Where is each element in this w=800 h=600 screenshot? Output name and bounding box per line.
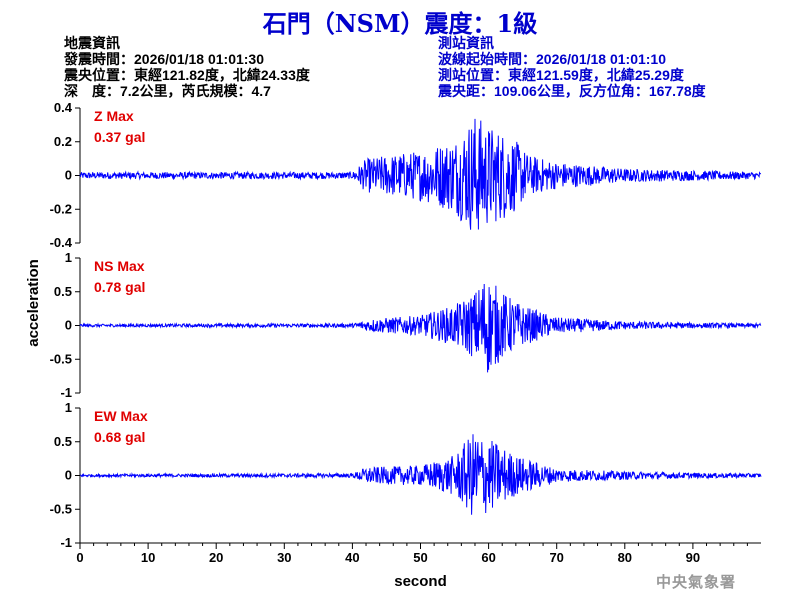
ns-max-label: NS Max: [94, 258, 145, 274]
ns-max-value: 0.78 gal: [94, 279, 145, 295]
x-tick-label: 20: [209, 550, 223, 565]
z-y-tick-label: 0.4: [54, 100, 73, 115]
ns-y-tick-label: 0: [65, 318, 72, 333]
earthquake-info: 地震資訊 發震時間：2026/01/18 01:01:30 震央位置：東經121…: [64, 35, 310, 99]
ns-y-tick-label: 1: [65, 250, 72, 265]
chart-title: 石門（NSM）震度：1級: [262, 9, 538, 38]
ns-waveform-trace: [79, 283, 762, 373]
x-tick-label: 40: [345, 550, 359, 565]
z-y-tick-label: 0.2: [54, 134, 72, 149]
x-tick-label: 30: [277, 550, 291, 565]
ew-max-label: EW Max: [94, 408, 148, 424]
agency-watermark: 中央氣象署: [656, 573, 737, 591]
epicentral-distance: 震央距：109.06公里，反方位角：167.78度: [438, 83, 706, 99]
ew-y-tick-label: 0.5: [54, 434, 72, 449]
epicenter-location: 震央位置：東經121.82度，北緯24.33度: [64, 67, 310, 83]
station-location: 測站位置：東經121.59度，北緯25.29度: [438, 67, 684, 83]
ew-max-value: 0.68 gal: [94, 429, 145, 445]
y-axis-label: acceleration: [25, 259, 42, 347]
x-tick-label: 10: [141, 550, 155, 565]
z-y-tick-label: 0: [65, 168, 72, 183]
ew-y-tick-label: -0.5: [50, 501, 72, 516]
x-tick-label: 90: [686, 550, 700, 565]
depth-magnitude: 深 度：7.2公里，芮氏規模：4.7: [64, 83, 271, 99]
earthquake-info-heading: 地震資訊: [64, 35, 120, 51]
z-max-label: Z Max: [94, 108, 134, 124]
x-tick-label: 80: [618, 550, 632, 565]
ew-y-tick-label: -1: [60, 535, 72, 550]
ew-y-tick-label: 0: [65, 468, 72, 483]
ns-y-tick-label: -0.5: [50, 351, 72, 366]
x-tick-label: 60: [481, 550, 495, 565]
waveform-start-time: 波線起始時間：2026/01/18 01:01:10: [438, 51, 666, 67]
z-y-tick-label: -0.2: [50, 201, 72, 216]
x-tick-label: 70: [549, 550, 563, 565]
z-waveform-trace: [79, 118, 762, 230]
x-tick-label: 50: [413, 550, 427, 565]
ns-y-tick-label: 0.5: [54, 284, 72, 299]
origin-time: 發震時間：2026/01/18 01:01:30: [64, 51, 264, 67]
ns-y-tick-label: -1: [60, 385, 72, 400]
ew-y-tick-label: 1: [65, 400, 72, 415]
z-max-value: 0.37 gal: [94, 129, 145, 145]
x-axis-label: second: [394, 573, 447, 590]
ew-waveform-trace: [79, 434, 762, 515]
station-info: 測站資訊 波線起始時間：2026/01/18 01:01:10 測站位置：東經1…: [438, 35, 706, 99]
station-info-heading: 測站資訊: [438, 35, 494, 51]
z-y-tick-label: -0.4: [50, 235, 73, 250]
x-tick-label: 0: [76, 550, 83, 565]
